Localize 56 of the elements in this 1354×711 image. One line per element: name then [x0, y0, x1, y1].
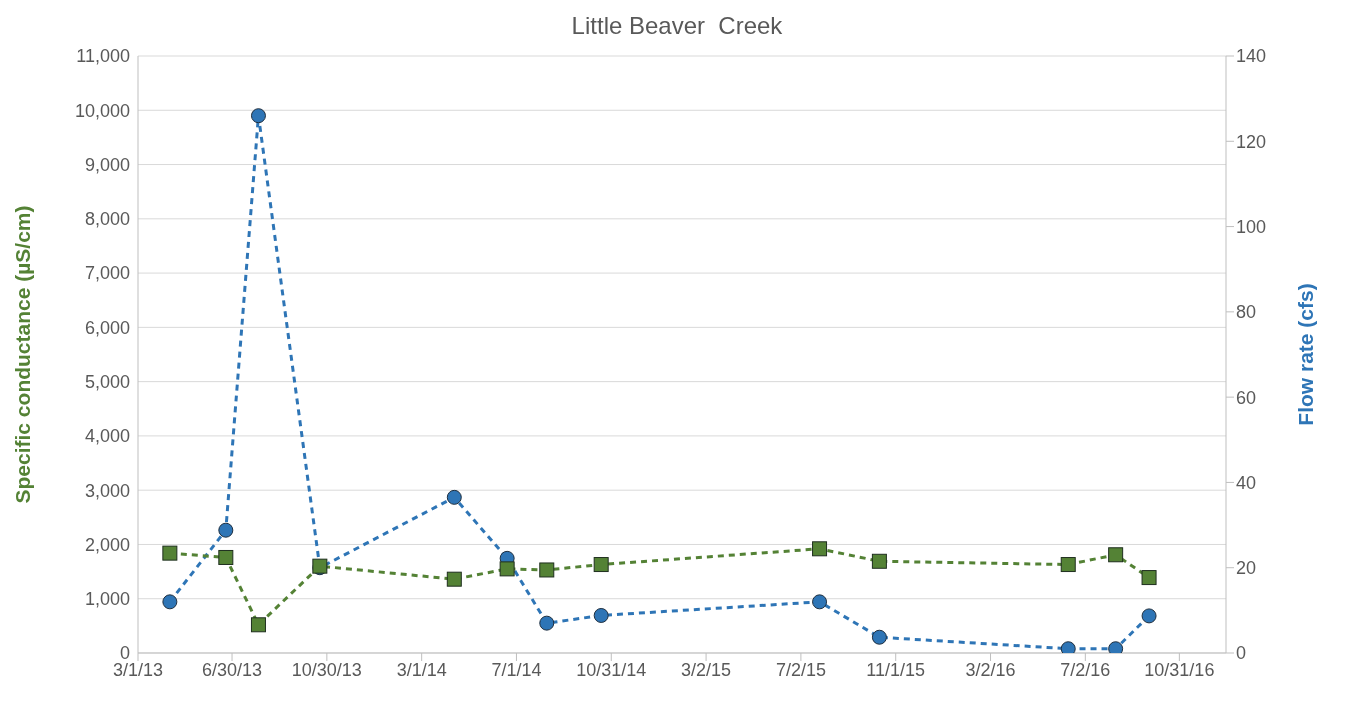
x-tick-label: 3/1/14	[396, 659, 447, 680]
point	[162, 545, 178, 561]
y-tick-label: 8,000	[84, 209, 130, 230]
x-tick-label: 10/31/16	[1144, 659, 1215, 680]
y-tick-label: 2,000	[84, 534, 130, 555]
y-tick-label: 6,000	[84, 317, 130, 338]
x-tick-label: 3/2/16	[965, 659, 1016, 680]
point	[1141, 608, 1157, 624]
x-tick-label: 3/2/15	[681, 659, 732, 680]
y-tick-label: 3,000	[84, 480, 130, 501]
y2-tick-label: 60	[1236, 387, 1257, 408]
y2-axis-title: Flow rate (cfs)	[1294, 283, 1317, 426]
x-tick-label: 7/2/15	[775, 659, 826, 680]
point	[871, 629, 887, 645]
point	[250, 617, 266, 633]
x-tick-label: 10/31/14	[576, 659, 647, 680]
point	[593, 607, 609, 623]
point	[593, 557, 609, 573]
point	[539, 615, 555, 631]
chart-title: Little Beaver Creek	[570, 12, 784, 40]
y2-tick-label: 40	[1236, 472, 1257, 493]
y2-tick-label: 140	[1236, 46, 1267, 67]
x-tick-label: 11/1/15	[866, 659, 926, 680]
y-tick-label: 7,000	[84, 263, 130, 284]
y-axis-title: Specific conductance (µS/cm)	[11, 205, 34, 504]
point	[1108, 547, 1124, 563]
point	[812, 541, 828, 557]
y2-tick-label: 100	[1236, 216, 1267, 237]
point	[446, 489, 462, 505]
point	[539, 562, 555, 578]
point	[1108, 641, 1124, 653]
point	[250, 108, 266, 124]
y-tick-label: 4,000	[84, 426, 130, 447]
y2-tick-label: 120	[1236, 131, 1267, 152]
y-tick-label: 11,000	[76, 46, 130, 67]
y2-tick-label: 20	[1236, 558, 1257, 579]
point	[162, 594, 178, 610]
y-tick-label: 10,000	[74, 100, 130, 121]
x-tick-label: 7/1/14	[491, 659, 542, 680]
y-tick-label: 1,000	[84, 589, 130, 610]
y-tick-label: 9,000	[84, 154, 130, 175]
point	[446, 571, 462, 587]
point	[1060, 641, 1076, 653]
point	[871, 553, 887, 569]
point	[499, 561, 515, 577]
x-tick-label: 7/2/16	[1060, 659, 1111, 680]
point	[218, 522, 234, 538]
x-tick-label: 10/30/13	[291, 659, 362, 680]
point	[1060, 557, 1076, 573]
y2-tick-label: 0	[1236, 643, 1247, 664]
point	[812, 594, 828, 610]
y-tick-label: 5,000	[84, 372, 130, 393]
point	[1141, 570, 1157, 586]
point	[218, 549, 234, 565]
y2-tick-label: 80	[1236, 302, 1257, 323]
x-tick-label: 6/30/13	[202, 659, 263, 680]
